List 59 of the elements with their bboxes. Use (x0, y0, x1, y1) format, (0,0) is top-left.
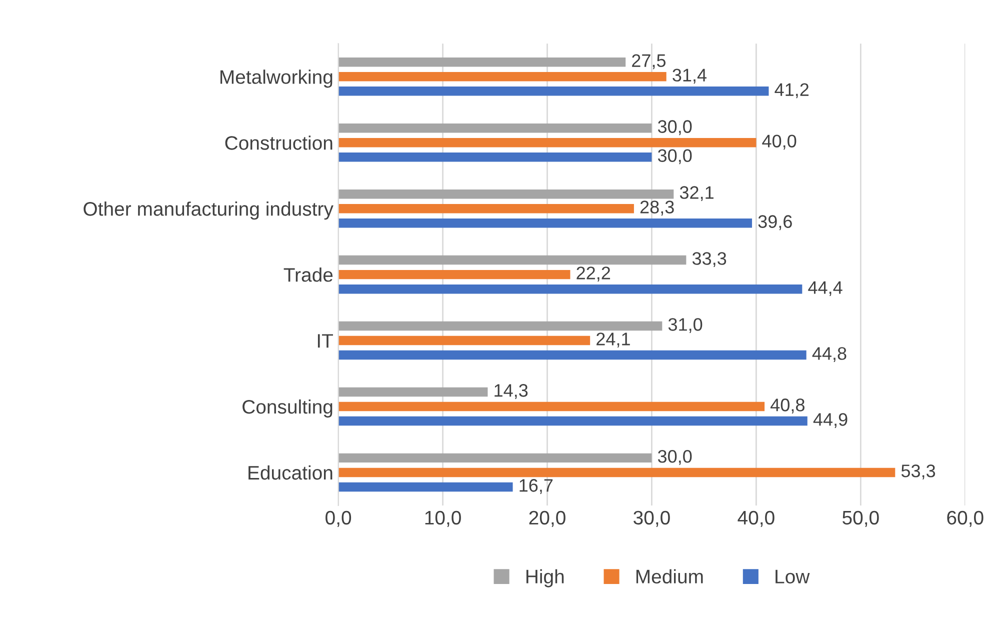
bar (338, 321, 662, 331)
y-tick-label: Trade (284, 268, 333, 282)
bar (338, 402, 765, 412)
bar (338, 138, 756, 148)
x-tick-label: 40,0 (738, 510, 774, 527)
legend-label: High (526, 569, 564, 588)
data-label: 27,5 (632, 54, 666, 70)
y-tick-label: Construction (225, 136, 332, 150)
data-label: 14,3 (494, 384, 528, 399)
y-tick-label: Consulting (242, 399, 332, 418)
data-label: 40,0 (762, 134, 796, 150)
x-tick-label: 30,0 (634, 510, 670, 527)
y-tick-label: IT (318, 334, 333, 348)
x-tick-label: 20,0 (529, 510, 566, 527)
bar (338, 284, 802, 294)
x-tick-label: 50,0 (842, 510, 879, 527)
bar (338, 482, 513, 492)
bar (338, 453, 652, 463)
legend-label: Low (776, 570, 810, 584)
y-tick-label: Education (248, 465, 332, 480)
data-label: 32,1 (680, 186, 714, 202)
data-label: 22,2 (576, 266, 610, 282)
bar (338, 218, 752, 228)
data-label: 30,0 (658, 120, 692, 136)
bar (338, 152, 652, 162)
data-label: 16,7 (520, 479, 553, 494)
data-label: 44,4 (808, 281, 842, 296)
data-label: 30,0 (658, 450, 692, 465)
y-tick-label: Metalworking (220, 70, 332, 88)
legend-label: Medium (636, 569, 703, 584)
bar (338, 336, 590, 346)
bar (338, 72, 666, 82)
x-tick-label: 10,0 (425, 510, 461, 527)
data-label: 39,6 (758, 215, 792, 230)
data-label: 33,3 (692, 252, 726, 268)
data-label: 28,3 (640, 200, 674, 216)
bar (338, 255, 686, 265)
bar (338, 189, 674, 199)
bar (338, 468, 896, 478)
x-tick-label: 0,0 (326, 510, 352, 527)
data-label: 44,9 (813, 413, 848, 428)
data-label: 44,8 (812, 347, 846, 362)
data-label: 24,1 (596, 332, 630, 348)
y-tick-label: Other manufacturing industry (84, 202, 334, 220)
data-label: 30,0 (658, 149, 692, 164)
data-label: 53,3 (901, 464, 936, 480)
bar (338, 387, 488, 397)
bar (338, 350, 806, 360)
data-label: 41,2 (774, 83, 809, 98)
bar (338, 124, 652, 133)
bar (338, 416, 808, 426)
x-tick-label: 60,0 (947, 510, 984, 527)
data-label: 31,4 (672, 68, 707, 84)
data-label: 40,8 (770, 398, 804, 414)
data-label: 31,0 (668, 318, 702, 333)
bar (338, 270, 570, 280)
bar (338, 204, 634, 214)
bar (338, 58, 626, 67)
bar (338, 86, 769, 96)
